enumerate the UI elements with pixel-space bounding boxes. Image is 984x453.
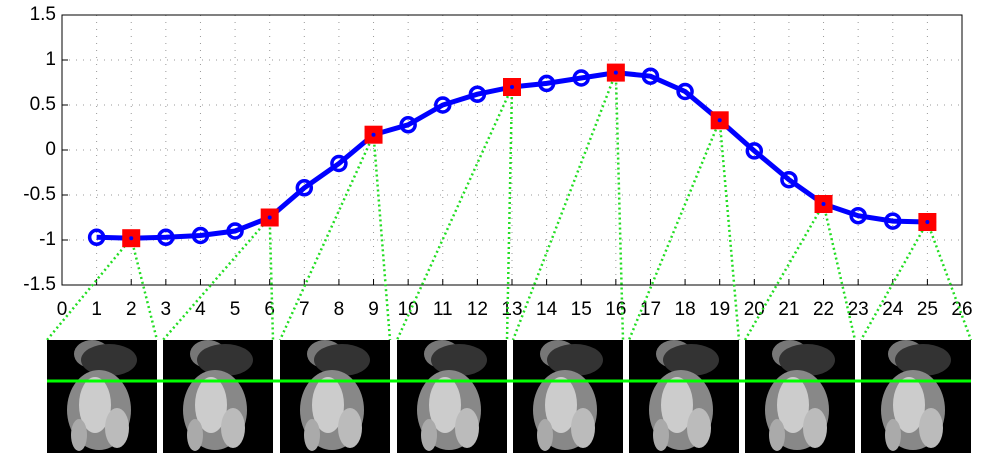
y-tick-label: 0.5	[30, 94, 56, 115]
x-tick-label: 9	[368, 299, 379, 320]
x-tick-label: 21	[778, 299, 799, 320]
thumbnail	[163, 340, 273, 453]
x-tick-label: 6	[264, 299, 275, 320]
y-tick-label: 0	[45, 139, 56, 160]
highlight-center	[268, 216, 272, 220]
x-tick-label: 2	[126, 299, 137, 320]
thumbnail	[513, 340, 623, 453]
y-tick-label: -1.5	[23, 274, 56, 295]
x-tick-label: 19	[709, 299, 730, 320]
x-tick-label: 16	[605, 299, 626, 320]
x-tick-label: 14	[536, 299, 558, 320]
y-tick-label: -0.5	[23, 184, 56, 205]
page: -1.5-1-0.500.511.50123456789101112131415…	[0, 0, 984, 453]
highlight-center	[510, 85, 514, 89]
highlight-center	[372, 133, 376, 137]
x-tick-label: 13	[501, 299, 522, 320]
x-tick-label: 20	[744, 299, 765, 320]
highlight-center	[925, 220, 929, 224]
x-tick-label: 5	[230, 299, 241, 320]
thumbnails	[47, 340, 971, 453]
thumbnail	[861, 340, 971, 453]
x-tick-label: 18	[675, 299, 696, 320]
x-tick-label: 25	[917, 299, 938, 320]
x-tick-label: 12	[467, 299, 488, 320]
x-tick-label: 0	[57, 299, 68, 320]
thumbnail	[397, 340, 507, 453]
figure: -1.5-1-0.500.511.50123456789101112131415…	[0, 0, 984, 453]
y-tick-label: 1.5	[30, 4, 56, 25]
x-tick-label: 7	[299, 299, 310, 320]
thumbnail	[280, 340, 390, 453]
thumbnail	[745, 340, 855, 453]
highlight-center	[718, 118, 722, 122]
thumbnail	[629, 340, 739, 453]
y-tick-label: -1	[39, 229, 56, 250]
y-tick-label: 1	[45, 49, 56, 70]
highlight-center	[129, 236, 133, 240]
x-tick-label: 15	[571, 299, 592, 320]
x-tick-label: 8	[334, 299, 345, 320]
x-tick-label: 1	[91, 299, 102, 320]
x-tick-label: 22	[813, 299, 834, 320]
highlight-center	[614, 71, 618, 75]
plot-area	[62, 15, 962, 285]
x-tick-label: 17	[640, 299, 661, 320]
x-tick-label: 24	[882, 299, 904, 320]
highlight-center	[822, 202, 826, 206]
thumbnail	[47, 340, 157, 453]
x-tick-label: 3	[161, 299, 172, 320]
x-tick-label: 11	[433, 299, 453, 320]
